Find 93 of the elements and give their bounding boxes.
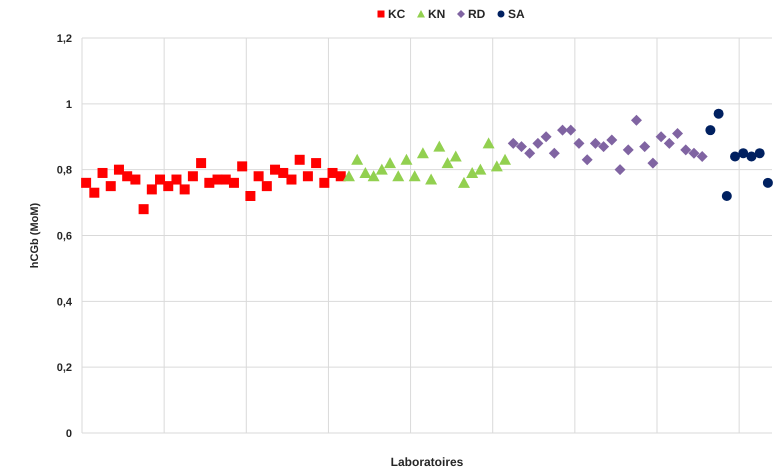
point <box>573 138 584 149</box>
point <box>614 164 626 176</box>
point <box>672 128 684 139</box>
point <box>474 164 486 175</box>
point <box>622 144 634 156</box>
point <box>254 171 264 182</box>
point <box>516 141 527 152</box>
point <box>81 178 92 188</box>
legend-label: KN <box>428 7 446 21</box>
point <box>598 141 610 152</box>
point <box>548 148 560 159</box>
point <box>245 191 256 201</box>
y-tick-label: 0 <box>66 428 72 440</box>
point <box>114 164 124 175</box>
point <box>540 131 552 142</box>
point <box>130 174 140 185</box>
point <box>89 188 100 198</box>
point <box>336 171 346 182</box>
point <box>746 152 756 162</box>
point <box>342 170 355 182</box>
point <box>508 138 519 149</box>
point <box>714 108 724 119</box>
point <box>762 178 773 188</box>
point <box>450 150 462 162</box>
point <box>722 191 732 201</box>
point <box>106 181 116 192</box>
point <box>416 147 429 158</box>
point <box>359 166 372 178</box>
point <box>392 170 404 182</box>
point <box>188 171 198 182</box>
point <box>606 134 618 146</box>
y-tick-label: 0,4 <box>56 296 73 308</box>
legend-label: RD <box>468 7 486 21</box>
point <box>425 174 438 185</box>
point <box>705 125 716 136</box>
point <box>482 137 495 148</box>
point <box>146 184 157 194</box>
point <box>730 152 740 162</box>
point <box>302 171 313 182</box>
point <box>311 158 322 168</box>
point <box>351 154 364 165</box>
point <box>171 174 182 185</box>
point <box>319 178 330 188</box>
y-tick-label: 0,2 <box>56 362 72 374</box>
point <box>696 151 708 162</box>
point <box>582 154 593 166</box>
legend-label: SA <box>508 7 526 21</box>
point <box>138 204 149 214</box>
point <box>680 144 692 156</box>
point <box>270 164 280 175</box>
point <box>490 160 503 172</box>
point <box>294 154 305 165</box>
point <box>376 164 388 175</box>
point <box>754 148 765 158</box>
point <box>647 158 658 169</box>
point <box>286 174 296 185</box>
point <box>524 148 536 159</box>
point <box>557 124 568 136</box>
point <box>237 161 248 172</box>
y-tick-label: 1 <box>66 98 72 111</box>
point <box>639 141 650 152</box>
point <box>408 170 421 182</box>
point <box>368 170 380 182</box>
point <box>630 114 642 126</box>
point <box>466 166 478 178</box>
y-tick-label: 0,6 <box>56 230 72 242</box>
point <box>656 131 667 142</box>
point <box>499 154 512 165</box>
point <box>98 168 108 178</box>
point <box>163 181 174 192</box>
point <box>532 138 544 149</box>
y-axis-title: hCGb (MoM) <box>29 202 41 268</box>
point <box>278 168 288 178</box>
point <box>458 176 470 188</box>
legend-label: KC <box>388 7 406 21</box>
y-tick-label: 1,2 <box>56 33 72 45</box>
point <box>180 184 190 194</box>
point <box>738 148 748 158</box>
y-tick-label: 0,8 <box>56 164 72 177</box>
point <box>590 138 601 149</box>
point <box>664 138 675 149</box>
point <box>196 158 206 168</box>
point <box>155 174 166 185</box>
x-axis-title: Laboratoires <box>390 455 464 469</box>
point <box>228 178 239 188</box>
point <box>565 124 576 136</box>
point <box>433 140 446 152</box>
point <box>328 168 338 178</box>
point <box>384 157 396 168</box>
point <box>442 157 454 168</box>
point <box>688 148 700 159</box>
point <box>262 181 272 192</box>
point <box>400 154 412 165</box>
